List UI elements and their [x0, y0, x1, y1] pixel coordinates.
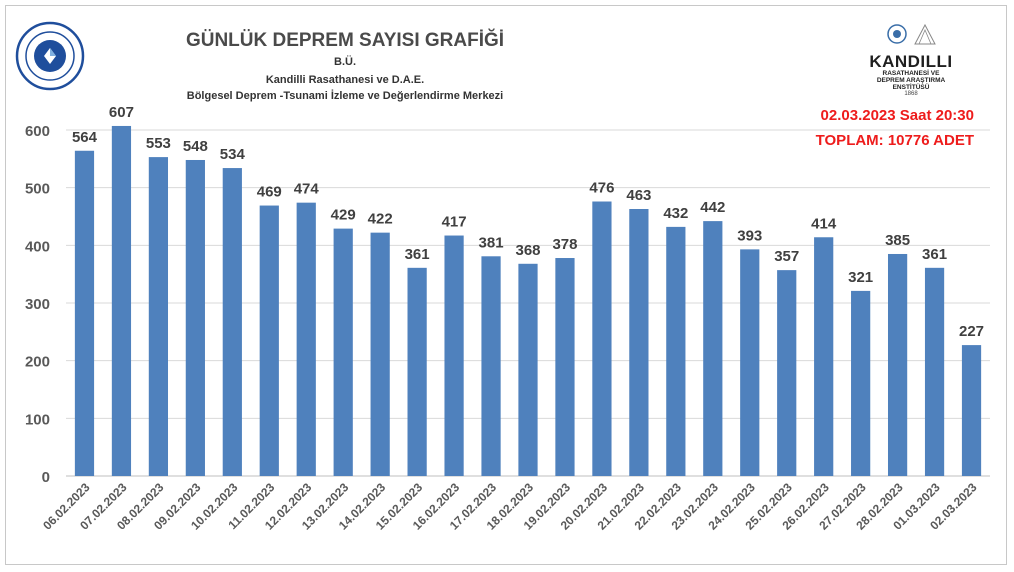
bar [222, 168, 242, 476]
y-tick-label: 200 [25, 354, 50, 371]
bar [111, 125, 132, 477]
bar-value-label: 378 [552, 236, 577, 253]
bar [629, 209, 649, 476]
chart-title: GÜNLÜK DEPREM SAYISI GRAFİĞİ [185, 30, 505, 51]
bar [703, 221, 723, 476]
bar-value-label: 429 [331, 207, 356, 224]
bar [333, 228, 353, 476]
bogazici-seal-icon [14, 20, 86, 97]
bar [924, 267, 945, 476]
y-tick-label: 300 [25, 296, 50, 313]
bar-value-label: 534 [220, 146, 246, 163]
bar-value-label: 564 [72, 129, 98, 146]
bar [296, 202, 316, 476]
chart-subtitle-3: Bölgesel Deprem -Tsunami İzleme ve Değer… [186, 90, 504, 102]
chart-subtitle-2: Kandilli Rasathanesi ve D.A.E. [265, 74, 425, 86]
bar-value-label: 357 [774, 248, 799, 265]
chart-subtitle-1: B.Ü. [334, 56, 356, 68]
bar [74, 150, 95, 476]
bar [555, 258, 575, 476]
bar [259, 205, 279, 476]
bar-value-label: 474 [294, 181, 320, 198]
bar-value-label: 385 [885, 232, 910, 249]
y-tick-label: 600 [25, 123, 50, 140]
bar [814, 237, 834, 476]
bar-value-label: 607 [109, 104, 134, 121]
bar [370, 232, 390, 476]
bar-value-label: 553 [146, 135, 171, 152]
chart-frame [5, 5, 1007, 565]
kandilli-line-1: RASATHANESİ VE [882, 70, 940, 77]
y-tick-label: 400 [25, 238, 50, 255]
bar-value-label: 476 [589, 180, 614, 197]
total-count-label: TOPLAM: 10776 ADET [815, 132, 974, 149]
timestamp-label: 02.03.2023 Saat 20:30 [820, 107, 974, 124]
bar-value-label: 548 [183, 138, 208, 155]
bar-value-label: 422 [368, 211, 393, 228]
kandilli-year: 1868 [904, 91, 918, 97]
bar [851, 290, 871, 476]
bar-value-label: 414 [811, 215, 837, 232]
bar [666, 226, 686, 476]
kandilli-subtitle: RASATHANESİ VE DEPREM ARAŞTIRMA ENSTİTÜS… [866, 70, 956, 91]
bar-value-label: 381 [479, 234, 504, 251]
bar [740, 249, 760, 476]
bar [481, 256, 501, 476]
kandilli-name: KANDILLI [869, 52, 953, 71]
bar-value-label: 463 [626, 187, 651, 204]
bar-value-label: 321 [848, 269, 873, 286]
y-tick-label: 100 [25, 411, 50, 428]
bar [407, 267, 427, 476]
bar-value-label: 469 [257, 184, 282, 201]
bar-value-label: 368 [515, 242, 540, 259]
kandilli-logo-icon: KANDILLI RASATHANESİ VE DEPREM ARAŞTIRMA… [866, 22, 956, 97]
bar [148, 157, 169, 476]
bar [185, 159, 205, 476]
kandilli-emblem-icon [887, 23, 936, 45]
bar-value-label: 442 [700, 199, 725, 216]
y-tick-label: 500 [25, 181, 50, 198]
bar-value-label: 417 [442, 214, 467, 231]
kandilli-line-2: DEPREM ARAŞTIRMA [876, 77, 946, 84]
bar-value-label: 361 [922, 246, 947, 263]
bar-value-label: 227 [959, 323, 984, 340]
bar [592, 201, 612, 477]
bar [777, 270, 797, 476]
bar [444, 235, 464, 476]
bar [961, 345, 982, 476]
bar [518, 263, 538, 476]
bar-value-label: 432 [663, 205, 688, 222]
y-tick-label: 0 [42, 469, 50, 486]
bar-value-label: 393 [737, 227, 762, 244]
bar [887, 253, 908, 476]
bar-value-label: 361 [405, 246, 430, 263]
kandilli-line-3: ENSTİTÜSÜ [892, 84, 930, 91]
